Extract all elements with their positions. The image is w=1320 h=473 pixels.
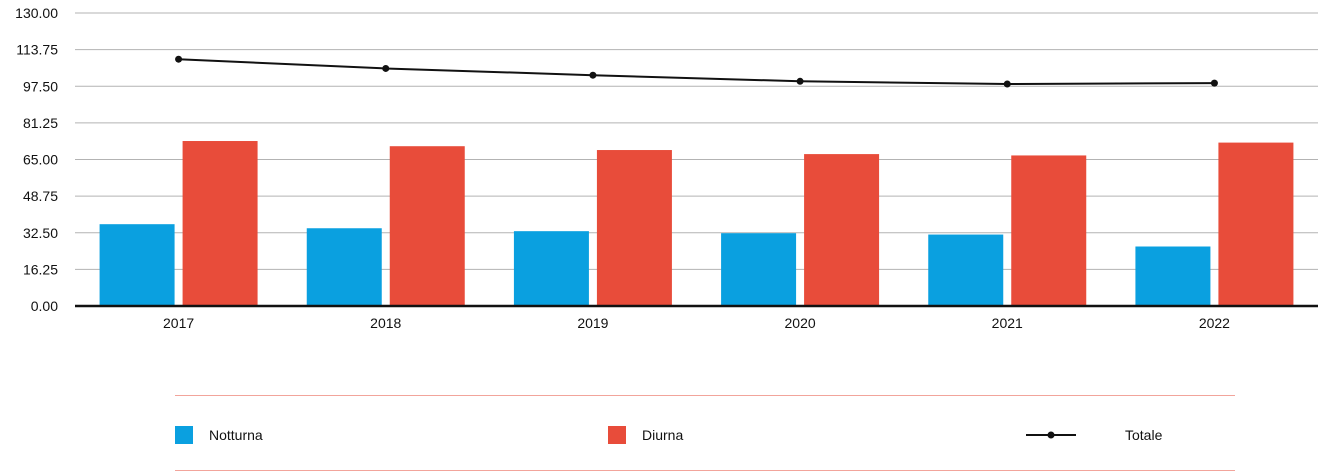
point-totale-2021: [1003, 80, 1011, 88]
y-tick-label: 32.50: [23, 225, 58, 241]
bar-diurna-2017: [182, 141, 258, 306]
legend-label-diurna: Diurna: [642, 427, 684, 443]
legend-swatch-diurna: [608, 426, 626, 444]
bar-diurna-2021: [1011, 155, 1087, 306]
totale-line-series: [175, 55, 1218, 88]
legend-label-notturna: Notturna: [209, 427, 263, 443]
point-totale-2020: [796, 77, 804, 85]
bar-notturna-2018: [306, 228, 382, 306]
bar-notturna-2017: [99, 224, 175, 306]
x-tick-label: 2021: [992, 315, 1023, 331]
bar-diurna-2022: [1218, 142, 1294, 306]
legend-top-rule: [175, 395, 1235, 396]
gridlines: [75, 12, 1318, 270]
bar-notturna-2019: [513, 231, 589, 306]
legend-bottom-rule: [175, 470, 1235, 471]
legend-label-totale: Totale: [1125, 427, 1163, 443]
point-totale-2019: [589, 71, 597, 79]
bar-diurna-2020: [804, 154, 880, 306]
x-tick-label: 2022: [1199, 315, 1230, 331]
y-tick-label: 0.00: [31, 298, 58, 314]
bar-notturna-2022: [1135, 246, 1211, 306]
bar-notturna-2021: [928, 234, 1004, 306]
x-tick-label: 2019: [577, 315, 608, 331]
x-tick-label: 2018: [370, 315, 401, 331]
legend-swatch-notturna: [175, 426, 193, 444]
combo-chart: 0.00 16.25 32.50 48.75 65.00 81.25 97.50 113.75…: [15, 5, 1318, 331]
legend-item-totale: Totale: [1026, 424, 1162, 446]
y-tick-label: 65.00: [23, 152, 58, 168]
point-totale-2018: [382, 64, 390, 72]
y-tick-label: 16.25: [23, 261, 58, 277]
x-tick-label: 2020: [785, 315, 816, 331]
line-totale: [178, 58, 1215, 85]
legend-line-marker-icon: [1026, 431, 1076, 439]
y-tick-label: 48.75: [23, 188, 58, 204]
legend-item-diurna: Diurna: [608, 424, 683, 446]
x-tick-label: 2017: [163, 315, 194, 331]
y-tick-label: 113.75: [16, 42, 58, 58]
x-axis-tick-labels: 2017 2018 2019 2020 2021 2022: [163, 315, 1230, 331]
y-tick-label: 81.25: [23, 115, 58, 131]
y-tick-label: 97.50: [23, 78, 58, 94]
point-totale-2017: [175, 55, 183, 63]
y-axis-tick-labels: 0.00 16.25 32.50 48.75 65.00 81.25 97.50 113.75…: [15, 5, 58, 314]
y-tick-label: 130.00: [15, 5, 58, 21]
bars: [99, 141, 1294, 306]
legend-item-notturna: Notturna: [175, 424, 263, 446]
bar-diurna-2018: [389, 146, 465, 306]
bar-notturna-2020: [721, 233, 797, 306]
point-totale-2022: [1210, 79, 1218, 87]
bar-diurna-2019: [596, 150, 672, 306]
